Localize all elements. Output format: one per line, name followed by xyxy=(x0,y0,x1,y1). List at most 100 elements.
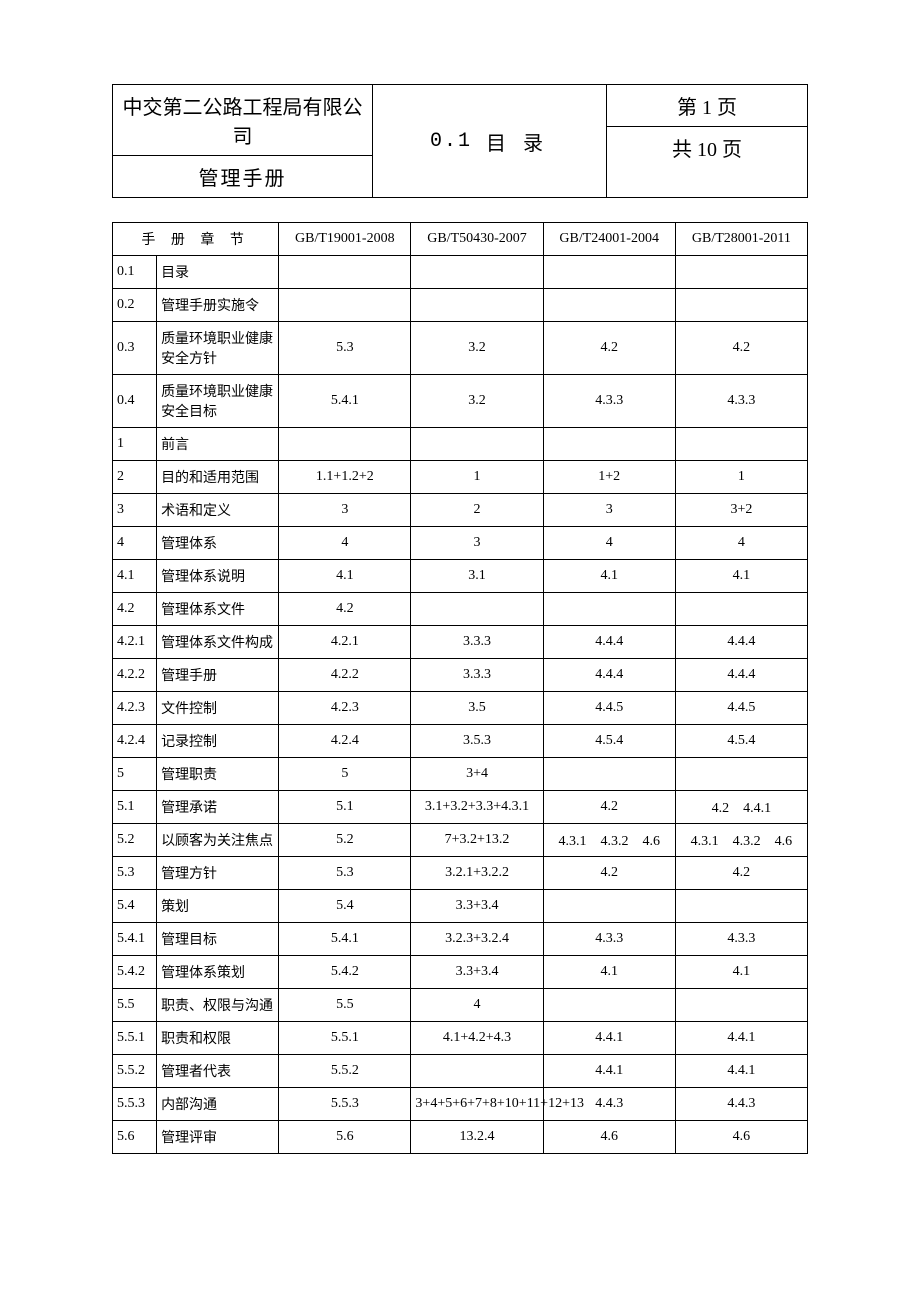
cell-std-2: 13.2.4 xyxy=(411,1121,543,1154)
cell-std-4: 4.4.4 xyxy=(675,626,807,659)
cell-chapter: 管理方针 xyxy=(157,857,279,890)
cell-std-3 xyxy=(543,989,675,1022)
cell-std-3 xyxy=(543,428,675,461)
toc-table-body: 0.1目录0.2管理手册实施令0.3质量环境职业健康安全方针5.33.24.24… xyxy=(113,256,808,1154)
cell-number: 3 xyxy=(113,494,157,527)
cell-std-2: 4 xyxy=(411,989,543,1022)
cell-number: 4.2.4 xyxy=(113,725,157,758)
cell-std-4 xyxy=(675,256,807,289)
section-title: 目 录 xyxy=(486,127,549,156)
table-row: 5.5.3内部沟通5.5.33+4+5+6+7+8+10+11+12+134.4… xyxy=(113,1088,808,1121)
cell-std-3: 4.1 xyxy=(543,956,675,989)
cell-number: 5.4 xyxy=(113,890,157,923)
cell-std-4 xyxy=(675,758,807,791)
cell-std-3 xyxy=(543,890,675,923)
cell-chapter: 质量环境职业健康安全方针 xyxy=(157,322,279,375)
cell-std-4: 4.3.3 xyxy=(675,923,807,956)
cell-chapter: 策划 xyxy=(157,890,279,923)
table-row: 5.4.1管理目标5.4.13.2.3+3.2.44.3.34.3.3 xyxy=(113,923,808,956)
cell-std-3: 4.1 xyxy=(543,560,675,593)
cell-number: 4.1 xyxy=(113,560,157,593)
cell-number: 5.4.1 xyxy=(113,923,157,956)
cell-std-2 xyxy=(411,256,543,289)
cell-std-1: 4.2.4 xyxy=(279,725,411,758)
cell-number: 0.1 xyxy=(113,256,157,289)
cell-std-2: 3.3+3.4 xyxy=(411,890,543,923)
cell-std-1 xyxy=(279,428,411,461)
cell-std-1: 5.6 xyxy=(279,1121,411,1154)
cell-std-1: 4.2.2 xyxy=(279,659,411,692)
cell-std-1: 5.5.1 xyxy=(279,1022,411,1055)
cell-std-2: 3.3+3.4 xyxy=(411,956,543,989)
document-page: 中交第二公路工程局有限公司 管理手册 0.1 目 录 第 1 页 共 10 页 … xyxy=(0,0,920,1214)
section-code: 0.1 xyxy=(430,130,472,153)
cell-number: 5.6 xyxy=(113,1121,157,1154)
cell-number: 5.5 xyxy=(113,989,157,1022)
table-row: 1前言 xyxy=(113,428,808,461)
col-std-3: GB/T24001-2004 xyxy=(543,223,675,256)
cell-number: 5.3 xyxy=(113,857,157,890)
table-row: 0.2管理手册实施令 xyxy=(113,289,808,322)
cell-std-1: 4.2.1 xyxy=(279,626,411,659)
cell-std-3: 4.4.1 xyxy=(543,1055,675,1088)
cell-std-1: 4.1 xyxy=(279,560,411,593)
page-current: 第 1 页 xyxy=(607,85,807,127)
cell-std-2: 3 xyxy=(411,527,543,560)
table-row: 2目的和适用范围1.1+1.2+211+21 xyxy=(113,461,808,494)
cell-std-4: 4.4.4 xyxy=(675,659,807,692)
cell-std-4: 4.6 xyxy=(675,1121,807,1154)
cell-std-3: 4.4.4 xyxy=(543,626,675,659)
cell-std-1: 5.5 xyxy=(279,989,411,1022)
cell-std-3: 4.4.1 xyxy=(543,1022,675,1055)
cell-std-3: 4.2 xyxy=(543,791,675,824)
cell-std-1: 5.2 xyxy=(279,824,411,857)
cell-std-3: 4.4.4 xyxy=(543,659,675,692)
cell-std-4: 4.3.1 4.3.2 4.6 xyxy=(675,824,807,857)
cell-std-1: 5.3 xyxy=(279,857,411,890)
cell-chapter: 目的和适用范围 xyxy=(157,461,279,494)
cell-chapter: 前言 xyxy=(157,428,279,461)
page-total: 共 10 页 xyxy=(607,127,807,168)
cell-std-4: 4 xyxy=(675,527,807,560)
col-std-1: GB/T19001-2008 xyxy=(279,223,411,256)
cell-std-1: 4 xyxy=(279,527,411,560)
cell-number: 0.4 xyxy=(113,375,157,428)
cell-std-2: 3.2.1+3.2.2 xyxy=(411,857,543,890)
cell-number: 4.2 xyxy=(113,593,157,626)
cell-std-1: 4.2.3 xyxy=(279,692,411,725)
cell-chapter: 职责和权限 xyxy=(157,1022,279,1055)
cell-std-2: 3+4+5+6+7+8+10+11+12+13 xyxy=(411,1088,543,1121)
cell-std-2: 3.5.3 xyxy=(411,725,543,758)
table-row: 0.4质量环境职业健康安全目标5.4.13.24.3.34.3.3 xyxy=(113,375,808,428)
col-std-2: GB/T50430-2007 xyxy=(411,223,543,256)
cell-chapter: 记录控制 xyxy=(157,725,279,758)
toc-table-head: 手 册 章 节 GB/T19001-2008 GB/T50430-2007 GB… xyxy=(113,223,808,256)
table-row: 5.4.2管理体系策划5.4.23.3+3.44.14.1 xyxy=(113,956,808,989)
cell-std-4 xyxy=(675,890,807,923)
cell-std-4: 4.4.1 xyxy=(675,1022,807,1055)
cell-std-4: 4.5.4 xyxy=(675,725,807,758)
cell-std-1 xyxy=(279,256,411,289)
cell-std-2: 3.2.3+3.2.4 xyxy=(411,923,543,956)
table-row: 5.2以顾客为关注焦点5.27+3.2+13.24.3.1 4.3.2 4.64… xyxy=(113,824,808,857)
cell-std-3 xyxy=(543,593,675,626)
cell-std-3: 1+2 xyxy=(543,461,675,494)
cell-std-2 xyxy=(411,593,543,626)
doc-header: 中交第二公路工程局有限公司 管理手册 0.1 目 录 第 1 页 共 10 页 xyxy=(112,84,808,198)
toc-header-row: 手 册 章 节 GB/T19001-2008 GB/T50430-2007 GB… xyxy=(113,223,808,256)
cell-std-2: 1 xyxy=(411,461,543,494)
cell-std-4 xyxy=(675,593,807,626)
cell-std-1: 5.4.1 xyxy=(279,375,411,428)
cell-std-2: 3.3.3 xyxy=(411,626,543,659)
cell-std-4: 4.1 xyxy=(675,560,807,593)
cell-std-2: 3.1+3.2+3.3+4.3.1 xyxy=(411,791,543,824)
cell-std-2: 3+4 xyxy=(411,758,543,791)
cell-chapter: 内部沟通 xyxy=(157,1088,279,1121)
toc-table: 手 册 章 节 GB/T19001-2008 GB/T50430-2007 GB… xyxy=(112,222,808,1154)
cell-chapter: 管理承诺 xyxy=(157,791,279,824)
cell-chapter: 管理手册 xyxy=(157,659,279,692)
cell-chapter: 以顾客为关注焦点 xyxy=(157,824,279,857)
cell-std-1 xyxy=(279,289,411,322)
cell-std-3: 4 xyxy=(543,527,675,560)
table-row: 0.1目录 xyxy=(113,256,808,289)
